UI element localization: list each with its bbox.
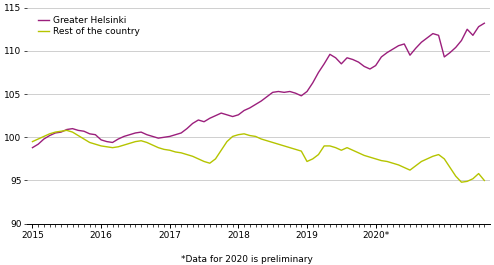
Rest of the country xyxy=(458,181,464,184)
Line: Rest of the country: Rest of the country xyxy=(33,130,484,182)
Rest of the country xyxy=(304,160,310,163)
Greater Helsinki xyxy=(304,90,310,93)
Text: *Data for 2020 is preliminary: *Data for 2020 is preliminary xyxy=(181,255,313,264)
Greater Helsinki xyxy=(430,32,436,35)
Greater Helsinki xyxy=(481,22,487,25)
Rest of the country xyxy=(64,129,70,132)
Greater Helsinki xyxy=(298,94,304,98)
Rest of the country xyxy=(310,157,316,161)
Greater Helsinki xyxy=(338,62,344,65)
Legend: Greater Helsinki, Rest of the country: Greater Helsinki, Rest of the country xyxy=(36,14,142,38)
Greater Helsinki xyxy=(230,115,236,118)
Rest of the country xyxy=(436,153,442,156)
Line: Greater Helsinki: Greater Helsinki xyxy=(33,23,484,148)
Rest of the country xyxy=(30,140,36,143)
Rest of the country xyxy=(236,133,242,136)
Rest of the country xyxy=(327,144,333,148)
Greater Helsinki xyxy=(30,146,36,149)
Greater Helsinki xyxy=(321,62,327,65)
Rest of the country xyxy=(481,179,487,182)
Rest of the country xyxy=(344,146,350,149)
